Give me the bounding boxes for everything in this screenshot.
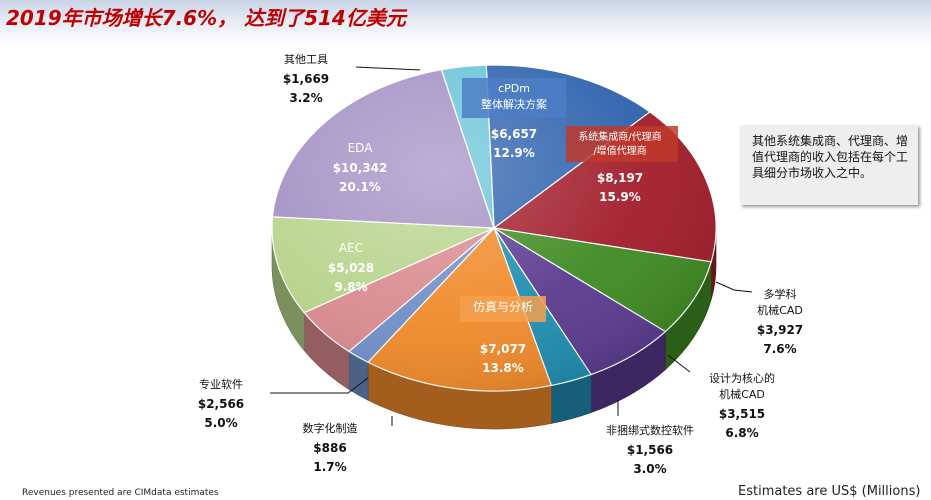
leader-line-7 — [270, 377, 369, 394]
slice-percent-9: 20.1% — [339, 180, 381, 194]
footer-source-note: Revenues presented are CIMdata estimates — [22, 488, 219, 498]
leader-line-2 — [715, 281, 753, 293]
slice-label-1-line-0: 系统集成商/代理商 — [578, 130, 661, 143]
slice-label-6-line-0: 数字化制造 — [303, 421, 358, 435]
slice-percent-2: 7.6% — [763, 342, 796, 356]
slice-label-9-line-0: EDA — [348, 141, 374, 155]
slice-value-6: $886 — [313, 441, 346, 455]
label-box-0 — [462, 78, 566, 118]
label-box-5 — [460, 296, 546, 322]
leader-line-10 — [355, 66, 421, 71]
slice-label-2-line-1: 机械CAD — [757, 303, 803, 317]
footer-units-note: Estimates are US$ (Millions) — [738, 484, 921, 499]
slice-label-8-line-0: AEC — [339, 241, 363, 255]
page-title: 2019年市场增长7.6%， 达到了514亿美元 — [6, 6, 406, 30]
slice-label-5-line-0: 仿真与分析 — [473, 300, 533, 314]
slice-percent-5: 13.8% — [482, 361, 524, 375]
label-box-1 — [566, 126, 678, 162]
slice-labels: cPDm 整体解决方案 $6,657 12.9% 系统集成商/代理商/增值代理商 $8,1… — [198, 53, 803, 476]
slice-percent-7: 5.0% — [204, 416, 237, 430]
slice-value-7: $2,566 — [198, 397, 244, 411]
slice-label-3-line-1: 机械CAD — [719, 387, 765, 401]
slice-label-4-line-0: 非捆绑式数控软件 — [606, 423, 694, 437]
slice-value-5: $7,077 — [480, 342, 526, 356]
slice-percent-4: 3.0% — [633, 462, 666, 476]
slice-percent-0: 12.9% — [493, 146, 535, 160]
leader-lines — [270, 66, 753, 426]
slice-percent-10: 3.2% — [289, 91, 322, 105]
slice-label-0-line-0: cPDm — [498, 82, 530, 95]
slice-label-10-line-0: 其他工具 — [284, 53, 328, 66]
slice-label-3-line-0: 设计为核心的 — [709, 371, 775, 385]
slice-value-4: $1,566 — [627, 443, 673, 457]
slice-label-7-line-0: 专业软件 — [199, 377, 243, 391]
slice-percent-8: 9.8% — [334, 280, 367, 294]
slice-label-2-line-0: 多学科 — [764, 287, 797, 301]
leader-line-3 — [667, 354, 691, 373]
slice-value-8: $5,028 — [328, 261, 374, 275]
slice-percent-6: 1.7% — [313, 460, 346, 474]
slice-percent-1: 15.9% — [599, 190, 641, 204]
slice-value-1: $8,197 — [597, 171, 643, 185]
slice-value-9: $10,342 — [333, 161, 388, 175]
slice-label-1-line-1: /增值代理商 — [593, 144, 646, 157]
note-box: 其他系统集成商、代理商、增值代理商的收入包括在每个工具细分市场收入之中。 — [740, 125, 918, 205]
slice-label-0-line-1: 整体解决方案 — [481, 97, 547, 111]
slice-value-2: $3,927 — [757, 323, 803, 337]
slice-value-3: $3,515 — [719, 407, 765, 421]
slice-value-10: $1,669 — [283, 72, 329, 86]
slice-percent-3: 6.8% — [725, 426, 758, 440]
title-bar: 2019年市场增长7.6%， 达到了514亿美元 — [0, 0, 931, 44]
slice-value-0: $6,657 — [491, 127, 537, 141]
